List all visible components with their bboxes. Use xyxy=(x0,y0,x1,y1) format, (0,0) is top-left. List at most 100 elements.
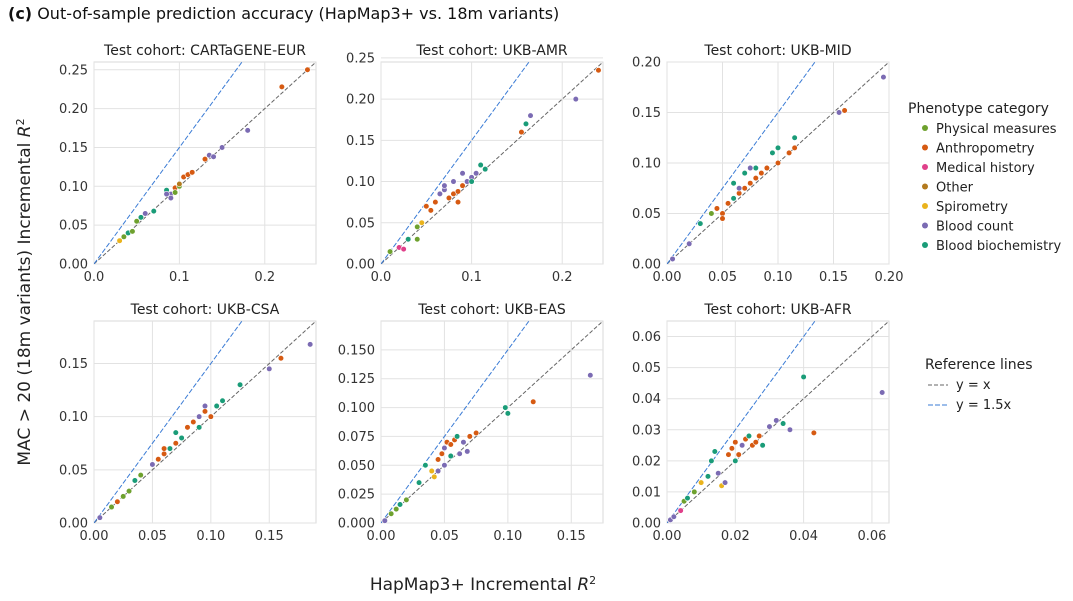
y-tick-label: 0.15 xyxy=(59,141,88,156)
data-point xyxy=(766,423,773,430)
x-tick-label: 0.00 xyxy=(653,270,682,285)
y-tick-label: 0.20 xyxy=(59,102,88,117)
data-point xyxy=(879,389,886,396)
x-tick-label: 0.00 xyxy=(367,529,396,544)
x-tick-label: 0.04 xyxy=(789,529,818,544)
data-point xyxy=(473,170,480,177)
legend-label: Anthropometry xyxy=(936,142,1035,157)
data-point xyxy=(456,450,463,457)
data-point xyxy=(527,112,534,119)
data-point xyxy=(504,410,511,417)
data-point xyxy=(125,488,133,495)
data-point xyxy=(423,203,430,210)
data-point xyxy=(414,223,421,230)
data-point xyxy=(388,510,395,517)
data-point xyxy=(150,208,157,215)
data-point xyxy=(670,513,677,520)
y-tick-label: 0.05 xyxy=(59,219,88,234)
data-point xyxy=(786,426,794,433)
data-point xyxy=(393,506,400,513)
data-point xyxy=(713,205,721,212)
data-point xyxy=(427,207,434,214)
x-axis-label: HapMap3+ Incremental R2 xyxy=(370,574,596,596)
y-tick-label: 0.00 xyxy=(632,517,661,532)
data-point xyxy=(747,164,754,172)
x-tick-label: 0.2 xyxy=(552,270,573,285)
data-point xyxy=(756,432,763,440)
data-point xyxy=(758,170,765,177)
legend-title: Phenotype category xyxy=(908,101,1049,117)
data-point xyxy=(133,218,140,225)
legend-marker xyxy=(922,144,928,151)
data-point xyxy=(137,214,145,221)
data-point xyxy=(736,185,743,192)
y-tick-label: 0.10 xyxy=(59,410,88,425)
data-point xyxy=(708,457,715,464)
data-point xyxy=(184,424,191,431)
data-point xyxy=(522,120,530,127)
data-point xyxy=(422,462,429,469)
data-point xyxy=(172,189,179,196)
y-tick-label: 0.15 xyxy=(632,106,661,121)
data-point xyxy=(745,432,753,440)
data-point xyxy=(759,442,766,449)
panel-title: Test cohort: UKB-EAS xyxy=(417,302,566,318)
y-tick-label: 0.05 xyxy=(59,463,88,478)
data-point xyxy=(219,397,226,404)
panel-2: 0.0 0.1 0.2 0.00 0.05 0.10 0.15 0.20 0.25 Test co… xyxy=(346,43,604,285)
y-tick-label: 0.20 xyxy=(632,56,661,71)
data-point xyxy=(142,210,149,217)
data-point xyxy=(441,462,448,469)
data-point xyxy=(131,477,138,484)
legend-label: Other xyxy=(936,181,974,196)
data-point xyxy=(791,134,798,141)
y-tick-label: 0.15 xyxy=(346,134,375,149)
data-point xyxy=(732,457,739,464)
data-point xyxy=(732,439,739,446)
y-tick-label: 0.075 xyxy=(338,430,375,445)
y-tick-label: 0.025 xyxy=(338,488,375,503)
data-point xyxy=(244,127,251,134)
data-point xyxy=(477,161,484,169)
data-point xyxy=(161,450,168,457)
data-point xyxy=(137,472,144,479)
data-point xyxy=(201,156,209,163)
legend-marker xyxy=(922,203,928,209)
panel-4: 0.00 0.05 0.10 0.15 0.00 0.05 0.10 0.15 Test coh… xyxy=(59,302,317,544)
data-point xyxy=(445,194,453,202)
y-tick-label: 0.00 xyxy=(632,258,661,273)
data-point xyxy=(466,433,473,440)
x-tick-label: 0.05 xyxy=(430,529,459,544)
x-tick-label: 0.0 xyxy=(371,270,392,285)
y-tick-label: 0.10 xyxy=(59,180,88,195)
y-tick-label: 0.20 xyxy=(346,93,375,108)
data-point xyxy=(774,159,782,167)
ref-line-identity xyxy=(381,62,603,264)
data-point xyxy=(190,418,197,426)
x-tick-label: 0.10 xyxy=(764,270,793,285)
legend-label: Spirometry xyxy=(936,200,1008,215)
data-point xyxy=(752,175,759,182)
data-points xyxy=(96,341,314,521)
data-point xyxy=(447,441,454,448)
legend-marker xyxy=(922,125,928,131)
x-tick-label: 0.0 xyxy=(84,270,105,285)
data-point xyxy=(114,498,121,505)
data-point xyxy=(880,74,887,81)
figure-title: (c) Out-of-sample prediction accuracy (H… xyxy=(8,4,559,23)
data-point xyxy=(730,195,737,202)
data-point xyxy=(304,66,311,73)
data-point xyxy=(428,467,435,475)
data-points xyxy=(386,67,602,255)
panel-title: Test cohort: CARTaGENE-EUR xyxy=(103,43,306,59)
data-point xyxy=(518,128,525,136)
data-point xyxy=(587,372,594,379)
legend-marker xyxy=(922,164,928,170)
data-point xyxy=(172,429,179,436)
data-point xyxy=(468,178,475,185)
data-point xyxy=(735,451,742,458)
data-point xyxy=(307,341,314,348)
x-tick-label: 0.1 xyxy=(461,270,482,285)
data-point xyxy=(441,444,448,452)
y-tick-label: 0.05 xyxy=(632,361,661,376)
